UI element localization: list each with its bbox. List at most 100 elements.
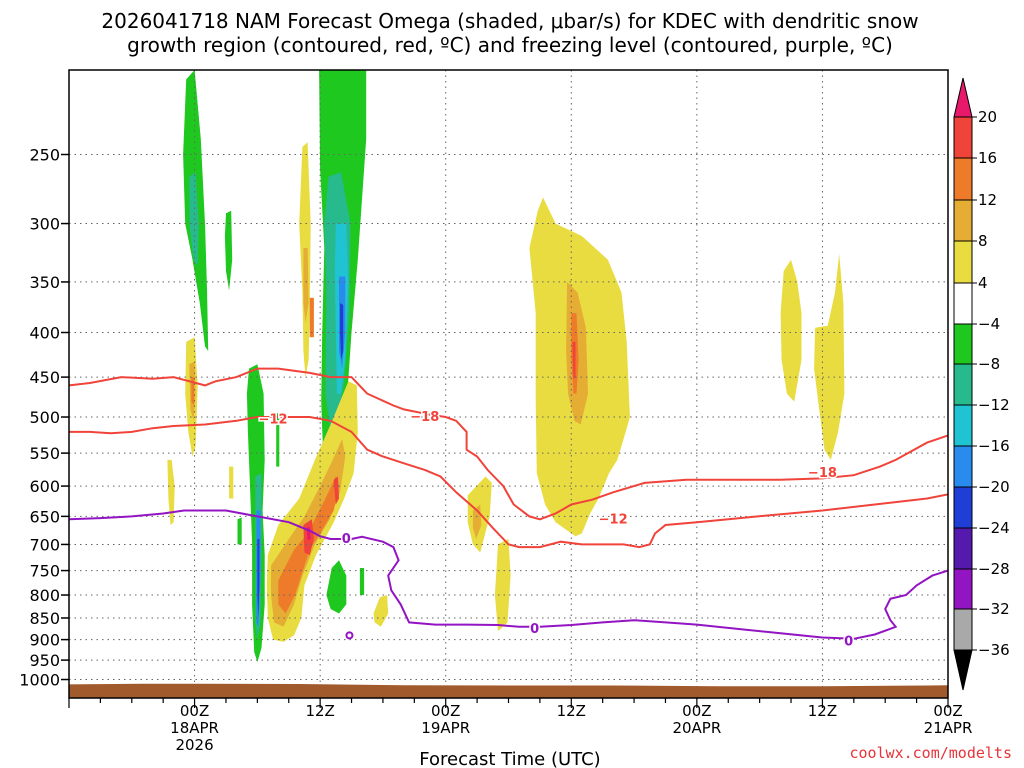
- y-tick-label-650: 650: [29, 507, 60, 526]
- colorbar-swatch-2: [953, 199, 973, 242]
- contour-label-0: −12: [259, 412, 288, 427]
- colorbar-label-7: −12: [978, 396, 1010, 414]
- y-tick-label-950: 950: [29, 651, 60, 670]
- colorbar-swatch-10: [953, 527, 973, 570]
- colorbar-swatch-9: [953, 486, 973, 529]
- y-tick-label-350: 350: [29, 273, 60, 292]
- contour-label-5: 0: [530, 622, 539, 637]
- y-tick-label-450: 450: [29, 368, 60, 387]
- colorbar-label-1: 16: [978, 149, 997, 167]
- grid-lines: [69, 70, 948, 698]
- chart-title-line-2: growth region (contoured, red, ºC) and f…: [127, 33, 893, 57]
- colorbar-label-6: −8: [978, 355, 1000, 373]
- contours: [69, 367, 948, 640]
- colorbar-swatch-7: [953, 404, 973, 447]
- y-tick-label-700: 700: [29, 535, 60, 554]
- y-tick-label-1000: 1000: [19, 671, 60, 690]
- x-axis-label: Forecast Time (UTC): [419, 749, 600, 768]
- omega-region-13: [340, 303, 344, 360]
- y-axis: 250 300 350 400 450 500 550 600 650 700 750 800 850 9…: [19, 146, 69, 690]
- omega-region-21: [229, 466, 234, 499]
- omega-region-24: [309, 297, 314, 338]
- terrain-surface: [69, 683, 948, 698]
- x-tick-label-48-1: 20APR: [672, 719, 721, 737]
- omega-region-1: [189, 172, 199, 266]
- omega-region-16: [1009, 576, 1016, 583]
- x-tick-label-24-1: 19APR: [421, 719, 470, 737]
- colorbar-swatch-0: [953, 116, 973, 159]
- colorbar-label-11: −28: [978, 560, 1010, 578]
- x-tick-label-24-0: 00Z: [431, 702, 460, 720]
- x-tick-label-48-0: 00Z: [682, 702, 711, 720]
- x-tick-label-36-0: 12Z: [557, 702, 586, 720]
- contour-freezing-0: [69, 509, 948, 640]
- omega-region-34: [494, 539, 511, 632]
- y-tick-label-550: 550: [29, 444, 60, 463]
- colorbar-bottom-arrow: [953, 649, 973, 691]
- colorbar-swatch-5: [953, 323, 973, 365]
- colorbar-label-10: −24: [978, 519, 1010, 537]
- contour-label-3: −12: [599, 512, 628, 527]
- colorbar-label-5: −4: [978, 315, 1000, 333]
- omega-shading: [167, 70, 1016, 663]
- x-tick-label-72-1: 21APR: [924, 719, 973, 737]
- colorbar-label-12: −32: [978, 600, 1010, 618]
- contour-snow-minus12: [69, 416, 948, 549]
- contour-labels: −12 −18 −18 −12 0 0 0: [257, 409, 855, 652]
- colorbar-top-arrow: [953, 77, 973, 118]
- colorbar-swatch-11: [953, 568, 973, 610]
- contour-label-1: −18: [410, 410, 439, 425]
- y-tick-label-400: 400: [29, 324, 60, 343]
- y-tick-label-900: 900: [29, 631, 60, 650]
- y-tick-label-750: 750: [29, 562, 60, 581]
- colorbar-swatch-1: [953, 157, 973, 201]
- y-tick-label-800: 800: [29, 586, 60, 605]
- colorbar-swatch-6: [953, 363, 973, 406]
- colorbar-label-9: −20: [978, 478, 1010, 496]
- colorbar-label-13: −36: [978, 641, 1010, 659]
- omega-region-19: [191, 377, 194, 406]
- y-tick-label-250: 250: [29, 146, 60, 165]
- x-tick-label-0-1: 18APR: [170, 719, 219, 737]
- omega-region-39: [780, 259, 802, 402]
- omega-region-20: [167, 459, 175, 525]
- contour-label-4: 0: [342, 532, 351, 547]
- omega-region-38: [572, 341, 576, 379]
- x-tick-label-0-2: 2026: [175, 736, 213, 754]
- credit-text: coolwx.com/modelts: [849, 744, 1012, 762]
- colorbar-swatch-4: [953, 282, 973, 325]
- colorbar-swatch-12: [953, 608, 973, 651]
- omega-region-29: [333, 476, 339, 505]
- omega-region-31: [373, 595, 389, 627]
- omega-region-2: [224, 210, 233, 291]
- contour-label-2: −18: [808, 466, 837, 481]
- chart-title-line-1: 2026041718 NAM Forecast Omega (shaded, μ…: [101, 9, 918, 33]
- colorbar-label-4: 4: [978, 274, 988, 292]
- terrain: [69, 683, 948, 698]
- x-tick-label-72-0: 00Z: [933, 702, 962, 720]
- y-tick-label-850: 850: [29, 609, 60, 628]
- x-tick-label-12-0: 12Z: [305, 702, 334, 720]
- contour-freezing-small-ring: [345, 631, 354, 640]
- colorbar-label-3: 8: [978, 232, 988, 250]
- colorbar-label-8: −16: [978, 437, 1010, 455]
- contour-label-6: 0: [844, 635, 853, 650]
- omega-region-14: [326, 560, 347, 614]
- contour-snow-minus18: [69, 367, 948, 521]
- colorbar-swatch-8: [953, 445, 973, 488]
- y-tick-label-600: 600: [29, 477, 60, 496]
- y-tick-label-300: 300: [29, 215, 60, 234]
- y-tick-label-500: 500: [29, 408, 60, 427]
- omega-region-40: [814, 253, 845, 460]
- colorbar-label-0: 20: [978, 108, 997, 126]
- x-tick-label-60-0: 12Z: [808, 702, 837, 720]
- omega-region-15: [359, 568, 365, 595]
- colorbar-swatch-3: [953, 240, 973, 284]
- omega-region-23: [303, 248, 309, 323]
- omega-region-6: [257, 539, 260, 618]
- x-tick-label-0-0: 00Z: [180, 702, 209, 720]
- omega-region-7: [237, 517, 242, 545]
- colorbar: 20 16 12 8 4 −4 −8 −12 −16 −20 −24 −28 −32 −36: [953, 77, 1010, 691]
